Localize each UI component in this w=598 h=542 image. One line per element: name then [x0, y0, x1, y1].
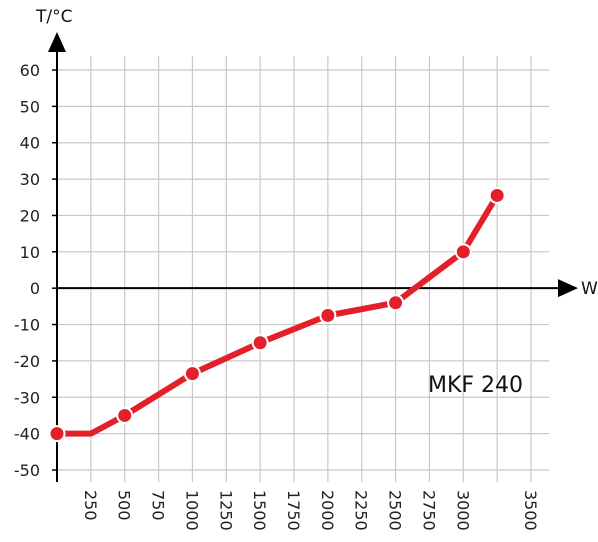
y-tick-label: 0 — [30, 279, 40, 298]
x-tick-label: 3000 — [453, 490, 472, 531]
y-tick-label: 20 — [20, 206, 40, 225]
y-axis-label: T/°C — [35, 7, 72, 27]
x-tick-labels: 250 500 750 1000 1250 1500 1750 2000 2250 2500 275… — [81, 490, 540, 531]
y-tick-label: -40 — [14, 425, 40, 444]
data-point — [48, 425, 66, 443]
x-tick-label: 2750 — [419, 490, 438, 531]
x-tick-label: 3500 — [521, 490, 540, 531]
y-tick-label: 10 — [20, 243, 40, 262]
data-point — [116, 406, 134, 424]
data-point — [319, 306, 337, 324]
data-point — [488, 186, 506, 204]
x-tick-label: 1000 — [182, 490, 201, 531]
data-point — [183, 365, 201, 383]
y-tick-label: 60 — [20, 61, 40, 80]
y-tick-label: -50 — [14, 461, 40, 480]
y-axis-arrow-icon — [48, 32, 66, 52]
x-tick-label: 1750 — [284, 490, 303, 531]
x-tick-label: 2500 — [386, 490, 405, 531]
grid — [57, 56, 549, 482]
y-tick-labels: 60 50 40 30 20 10 0 -10 -20 -30 -40 -50 — [14, 61, 40, 480]
x-tick-label: 750 — [149, 490, 168, 521]
x-tick-label: 500 — [115, 490, 134, 521]
series-markers — [48, 186, 506, 443]
x-axis-arrow-icon — [558, 279, 578, 298]
x-tick-label: 2250 — [352, 490, 371, 531]
data-point — [387, 294, 405, 312]
y-tick-label: -20 — [14, 352, 40, 371]
x-axis-label: W — [581, 279, 598, 299]
y-tick-label: -10 — [14, 316, 40, 335]
x-tick-label: 1500 — [250, 490, 269, 531]
x-tick-label: 250 — [81, 490, 100, 521]
y-tick-label: 30 — [20, 170, 40, 189]
axes — [48, 32, 578, 482]
data-point — [251, 334, 269, 352]
chart-annotation: MKF 240 — [428, 373, 523, 398]
y-tick-label: -30 — [14, 388, 40, 407]
y-tick-label: 40 — [20, 134, 40, 153]
data-point — [454, 243, 472, 261]
x-tick-label: 2000 — [318, 490, 337, 531]
x-tick-label: 1250 — [216, 490, 235, 531]
y-tick-label: 50 — [20, 97, 40, 116]
